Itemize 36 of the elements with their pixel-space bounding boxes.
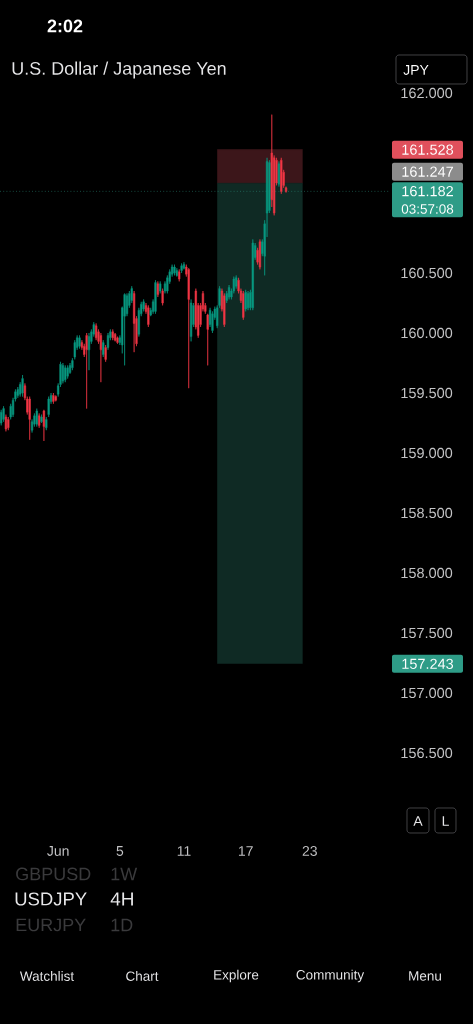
text: Chart <box>126 971 159 981</box>
text: 4H <box>110 892 133 906</box>
text: L <box>442 816 449 826</box>
x-tick-label: 11 <box>177 846 191 856</box>
x-tick-label: Jun <box>47 846 69 856</box>
x-tick-label: 23 <box>302 846 317 856</box>
y-tick-label: 159.000 <box>401 447 453 459</box>
x-tick-label: 5 <box>116 846 124 856</box>
text: JPY <box>403 65 429 75</box>
text: EURJPY <box>16 918 86 932</box>
text: Watchlist <box>19 971 75 981</box>
y-tick-label: 160.500 <box>401 267 453 279</box>
chart-title: U.S. Dollar / Japanese Yen <box>12 61 226 79</box>
text: 161.247 <box>402 166 453 177</box>
text: Menu <box>409 971 441 981</box>
text: 161.528 <box>402 144 454 155</box>
y-tick-label: 158.000 <box>401 567 453 579</box>
text: USDJPY <box>15 892 87 906</box>
ref-line-label: 161.182 <box>402 186 453 197</box>
y-tick-label: 160.000 <box>401 327 453 339</box>
text: 1D <box>111 918 133 932</box>
y-tick-label: 156.500 <box>401 747 453 759</box>
text: Community <box>296 969 365 983</box>
text: Explore <box>214 969 259 983</box>
text: GBPUSD <box>16 867 91 881</box>
text: 2:02 <box>47 19 83 33</box>
text: 157.243 <box>402 658 454 669</box>
y-tick-label: 158.500 <box>401 507 453 519</box>
text: 1W <box>111 867 138 881</box>
text: A <box>413 816 423 826</box>
y-tick-label: 157.000 <box>401 687 453 699</box>
y-tick-label: 162.000 <box>401 87 453 99</box>
y-tick-label: 159.500 <box>401 387 453 399</box>
x-tick-label: 17 <box>238 846 253 856</box>
y-tick-label: 157.500 <box>401 627 453 639</box>
text: 03:57:08 <box>401 204 454 214</box>
